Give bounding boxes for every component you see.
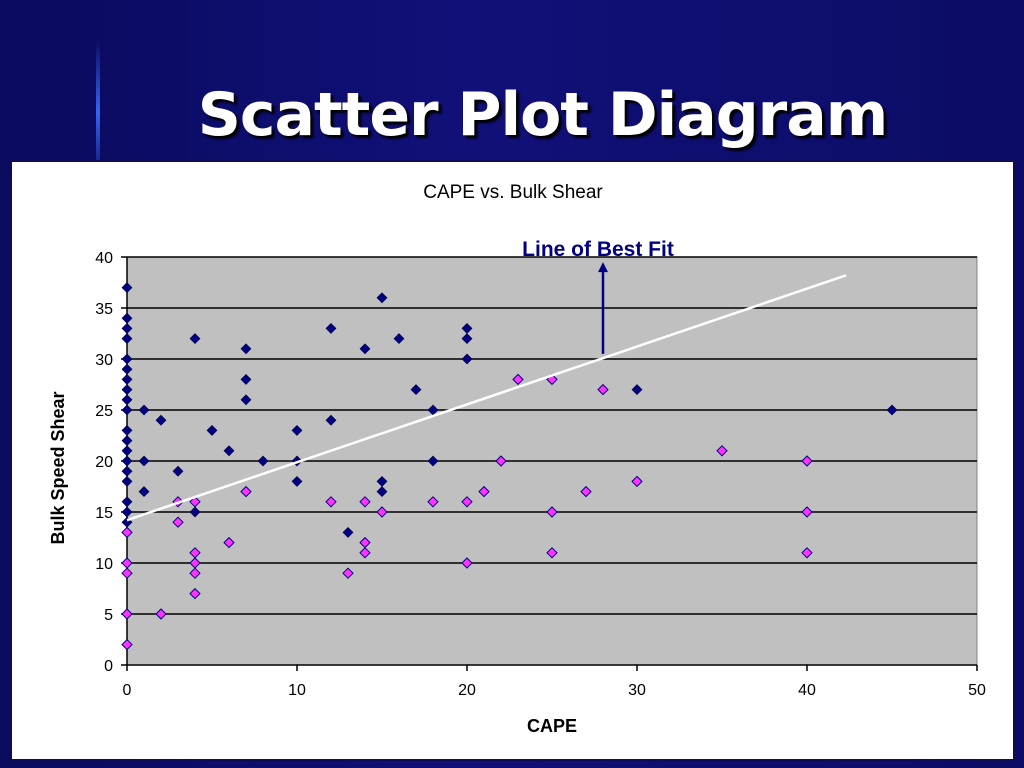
data-point-s0-49 bbox=[631, 384, 643, 396]
data-point-s1-25 bbox=[495, 455, 507, 467]
data-point-s0-24 bbox=[189, 333, 201, 345]
data-point-s0-32 bbox=[291, 424, 303, 436]
data-point-s1-16 bbox=[342, 567, 354, 579]
y-tick-label-25: 25 bbox=[95, 403, 113, 420]
data-point-s1-20 bbox=[376, 506, 388, 518]
data-point-s0-29 bbox=[240, 373, 252, 385]
data-point-s1-2 bbox=[121, 567, 133, 579]
data-point-s1-34 bbox=[801, 455, 813, 467]
y-tick-label-40: 40 bbox=[95, 250, 113, 267]
data-point-s0-31 bbox=[257, 455, 269, 467]
y-tick-label-15: 15 bbox=[95, 505, 113, 522]
x-tick-label-10: 10 bbox=[288, 682, 306, 699]
y-tick-label-0: 0 bbox=[104, 658, 113, 675]
data-point-s1-7 bbox=[172, 516, 184, 528]
y-tick-label-10: 10 bbox=[95, 556, 113, 573]
data-point-s1-13 bbox=[223, 536, 235, 549]
y-axis-label: Bulk Speed Shear bbox=[48, 391, 68, 544]
data-point-s0-41 bbox=[376, 486, 388, 498]
data-point-s1-36 bbox=[801, 547, 813, 559]
y-tick-label-35: 35 bbox=[95, 301, 113, 318]
annotation-arrowhead bbox=[598, 262, 608, 273]
x-tick-label-50: 50 bbox=[968, 682, 986, 699]
data-point-s0-45 bbox=[427, 455, 439, 467]
y-axis-ticks: 0 5 10 15 20 25 30 35 40 bbox=[95, 250, 127, 675]
x-axis-ticks: 0 10 20 30 40 50 bbox=[123, 665, 986, 699]
data-point-s0-27 bbox=[223, 445, 235, 457]
data-point-s1-23 bbox=[461, 557, 473, 569]
data-point-s1-22 bbox=[461, 496, 473, 508]
data-point-s1-24 bbox=[478, 485, 490, 498]
data-point-s0-21 bbox=[138, 486, 150, 498]
data-point-s1-32 bbox=[631, 475, 643, 488]
data-point-s1-26 bbox=[512, 373, 524, 386]
data-point-s0-20 bbox=[138, 455, 150, 467]
x-axis-label: CAPE bbox=[527, 716, 577, 736]
x-tick-label-40: 40 bbox=[798, 682, 816, 699]
data-point-s0-23 bbox=[172, 465, 184, 477]
data-point-s0-22 bbox=[155, 414, 167, 426]
data-points bbox=[121, 282, 898, 651]
data-point-s0-50 bbox=[886, 404, 898, 416]
data-point-s0-28 bbox=[240, 343, 252, 355]
data-point-s1-14 bbox=[240, 485, 252, 498]
data-point-s1-4 bbox=[121, 638, 133, 651]
data-point-s0-9 bbox=[121, 404, 133, 416]
data-point-s0-0 bbox=[121, 282, 133, 294]
title-edge-glow bbox=[96, 40, 100, 160]
data-point-s0-48 bbox=[461, 353, 473, 365]
y-tick-label-5: 5 bbox=[104, 607, 113, 624]
y-tick-label-30: 30 bbox=[95, 352, 113, 369]
data-point-s0-15 bbox=[121, 475, 133, 487]
x-tick-label-30: 30 bbox=[628, 682, 646, 699]
data-point-s1-3 bbox=[121, 608, 133, 620]
data-point-s1-28 bbox=[546, 506, 558, 518]
data-point-s0-36 bbox=[325, 414, 337, 426]
x-tick-label-0: 0 bbox=[123, 682, 132, 699]
data-point-s1-5 bbox=[155, 608, 167, 620]
y-tick-label-20: 20 bbox=[95, 454, 113, 471]
data-point-s1-29 bbox=[546, 547, 558, 559]
data-point-s1-11 bbox=[189, 567, 201, 579]
data-point-s1-17 bbox=[359, 496, 371, 508]
data-point-s1-12 bbox=[189, 587, 201, 600]
slide-title: Scatter Plot Diagram bbox=[197, 80, 889, 150]
data-point-s0-3 bbox=[121, 333, 133, 345]
data-point-s1-15 bbox=[325, 496, 337, 508]
x-tick-label-20: 20 bbox=[458, 682, 476, 699]
trendline bbox=[126, 274, 847, 522]
data-point-s1-35 bbox=[801, 506, 813, 518]
data-point-s0-25 bbox=[189, 506, 201, 518]
data-point-s1-0 bbox=[121, 526, 133, 539]
data-point-s0-38 bbox=[359, 343, 371, 355]
data-point-s1-8 bbox=[189, 496, 201, 508]
data-point-s1-30 bbox=[580, 485, 592, 498]
data-point-s0-30 bbox=[240, 394, 252, 406]
data-point-s0-34 bbox=[291, 475, 303, 487]
data-point-s0-35 bbox=[325, 322, 337, 334]
data-point-s0-39 bbox=[376, 292, 388, 304]
data-point-s0-42 bbox=[393, 333, 405, 345]
data-point-s0-19 bbox=[138, 404, 150, 416]
scatter-chart: CAPE vs. Bulk Shear 0 5 10 15 20 25 30 35 40 0 10… bbox=[48, 182, 986, 736]
chart-panel: CAPE vs. Bulk Shear 0 5 10 15 20 25 30 35 40 0 10… bbox=[10, 160, 1015, 761]
data-point-s1-19 bbox=[359, 547, 371, 559]
data-point-s1-33 bbox=[716, 445, 728, 457]
data-point-s1-21 bbox=[427, 496, 439, 508]
data-point-s0-26 bbox=[206, 424, 218, 436]
data-point-s0-43 bbox=[410, 384, 422, 396]
annotation-label: Line of Best Fit bbox=[522, 238, 674, 261]
data-point-s1-31 bbox=[597, 383, 609, 396]
data-point-s0-47 bbox=[461, 333, 473, 345]
chart-title: CAPE vs. Bulk Shear bbox=[423, 182, 603, 203]
data-point-s0-37 bbox=[342, 526, 354, 538]
grid-lines bbox=[127, 256, 977, 615]
